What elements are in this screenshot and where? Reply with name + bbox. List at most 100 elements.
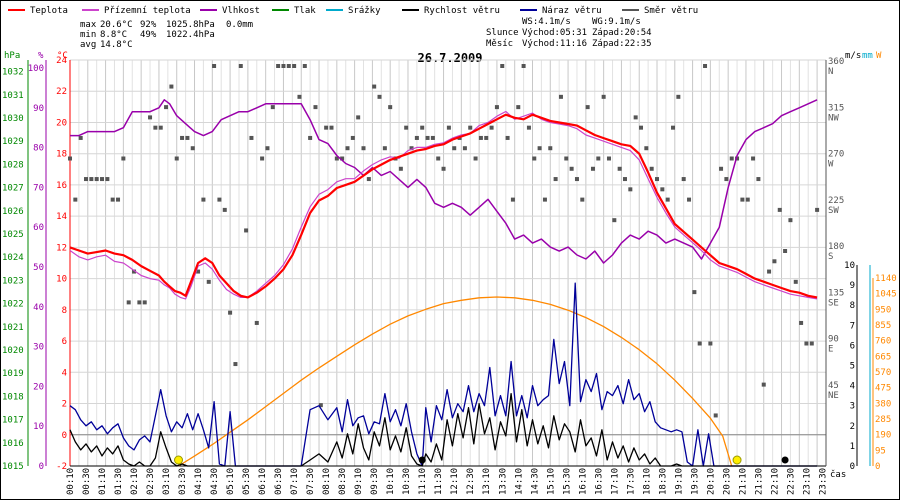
- x-tick-label: 10:30: [402, 468, 412, 495]
- temperature-tick-label: 20: [56, 118, 67, 128]
- wind-direction-point: [489, 125, 494, 130]
- wind-direction-point: [644, 146, 649, 151]
- x-tick-label: 04:10: [194, 468, 204, 495]
- direction-tick-name: SW: [828, 206, 839, 216]
- wind-direction-point: [558, 94, 563, 99]
- wind-direction-point: [297, 94, 302, 99]
- humidity-tick-label: 60: [33, 223, 44, 233]
- x-tick-label: 15:30: [562, 468, 572, 495]
- wind-direction-point: [585, 105, 590, 110]
- wind-direction-point: [703, 64, 708, 68]
- x-tick-label: 21:30: [754, 468, 764, 495]
- x-tick-label: 01:30: [114, 468, 124, 495]
- x-tick-label: 19:10: [674, 468, 684, 495]
- pressure-tick-label: 1018: [2, 392, 24, 402]
- wind-direction-point: [212, 64, 217, 68]
- humidity-tick-label: 0: [39, 462, 44, 472]
- legend: Teplota Přízemní teplota Vlhkost Tlak Sr…: [8, 6, 698, 16]
- stat-min-temp: 8.8°C: [100, 30, 127, 40]
- pressure-tick-label: 1017: [2, 416, 24, 426]
- unit-celsius: °C: [57, 51, 68, 61]
- pressure-tick-label: 1021: [2, 323, 24, 333]
- direction-tick-name: N: [828, 67, 833, 77]
- wind-direction-point: [174, 156, 179, 161]
- sun-marker: [732, 455, 742, 465]
- wind-direction-point: [89, 177, 94, 182]
- wind-direction-point: [462, 146, 467, 151]
- chart-title: 26.7.2009: [417, 51, 482, 65]
- wind-direction-point: [724, 177, 729, 182]
- temperature-tick-label: -2: [56, 462, 67, 472]
- wind-direction-point: [601, 94, 606, 99]
- legend-label-teplota: Teplota: [30, 6, 68, 16]
- wind-direction-point: [398, 166, 403, 171]
- ms-tick-label: 1: [850, 442, 855, 452]
- direction-tick-label: 270: [828, 150, 844, 160]
- wind-direction-point: [84, 177, 89, 182]
- x-tick-label: 11:10: [418, 468, 428, 495]
- stat-max-temp: 20.6°C: [100, 20, 133, 30]
- wind-direction-point: [484, 135, 489, 140]
- wind-direction-point: [708, 341, 713, 346]
- wind-direction-point: [516, 105, 521, 110]
- x-tick-label: 03:10: [162, 468, 172, 495]
- x-tick-label: 14:10: [514, 468, 524, 495]
- direction-tick-label: 360: [828, 57, 844, 67]
- pressure-tick-label: 1030: [2, 114, 24, 124]
- pressure-tick-label: 1025: [2, 230, 24, 240]
- wind-direction-point: [345, 146, 350, 151]
- x-tick-label: 13:30: [498, 468, 508, 495]
- x-tick-label: 05:10: [226, 468, 236, 495]
- wind-direction-point: [169, 84, 174, 89]
- pressure-tick-label: 1032: [2, 68, 24, 78]
- wind-direction-point: [804, 341, 809, 346]
- wind-direction-point: [388, 105, 393, 110]
- x-tick-label: 02:30: [146, 468, 156, 495]
- x-tick-label: 08:30: [338, 468, 348, 495]
- stat-sun-label: Slunce: [486, 28, 519, 38]
- stat-moon-label: Měsíc: [486, 39, 513, 49]
- wind-direction-point: [158, 125, 163, 130]
- temperature-tick-label: 24: [56, 56, 67, 66]
- direction-tick-name: NE: [828, 391, 839, 401]
- unit-mm: mm: [862, 51, 873, 61]
- grid: [69, 59, 826, 467]
- stat-moonrise: Východ:11:16: [522, 39, 587, 49]
- x-tick-label: 06:10: [258, 468, 268, 495]
- x-tick-label: 16:10: [578, 468, 588, 495]
- wind-direction-point: [799, 320, 804, 325]
- x-tick-label: 12:10: [450, 468, 460, 495]
- wind-direction-point: [276, 64, 281, 68]
- wind-direction-point: [788, 218, 793, 223]
- wind-direction-point: [569, 166, 574, 171]
- x-tick-label: 10:10: [386, 468, 396, 495]
- wind-direction-point: [244, 228, 249, 233]
- unit-time: čas: [830, 469, 846, 480]
- pressure-tick-label: 1023: [2, 276, 24, 286]
- wind-direction-point: [441, 166, 446, 171]
- temperature-tick-label: 14: [56, 212, 67, 222]
- wind-direction-point: [553, 177, 558, 182]
- wind-direction-point: [735, 156, 740, 161]
- temperature-tick-label: 4: [62, 368, 67, 378]
- humidity-tick-label: 40: [33, 303, 44, 313]
- wind-direction-point: [660, 187, 665, 192]
- ms-tick-label: 5: [850, 362, 855, 372]
- wind-direction-point: [681, 177, 686, 182]
- wind-direction-point: [542, 197, 547, 202]
- wind-direction-point: [404, 125, 409, 130]
- direction-tick-name: SE: [828, 298, 839, 308]
- stat-max-label: max: [80, 20, 97, 30]
- wind-direction-point: [612, 218, 617, 223]
- stat-max-rain: 0.0mm: [226, 20, 253, 30]
- humidity-tick-label: 90: [33, 104, 44, 114]
- wind-direction-point: [473, 156, 478, 161]
- wind-direction-point: [628, 187, 633, 192]
- radiation-tick-label: 190: [875, 431, 891, 441]
- x-tick-label: 21:10: [738, 468, 748, 495]
- wind-direction-point: [414, 135, 419, 140]
- x-tick-label: 01:10: [98, 468, 108, 495]
- pressure-tick-label: 1022: [2, 300, 24, 310]
- ms-tick-label: 2: [850, 422, 855, 432]
